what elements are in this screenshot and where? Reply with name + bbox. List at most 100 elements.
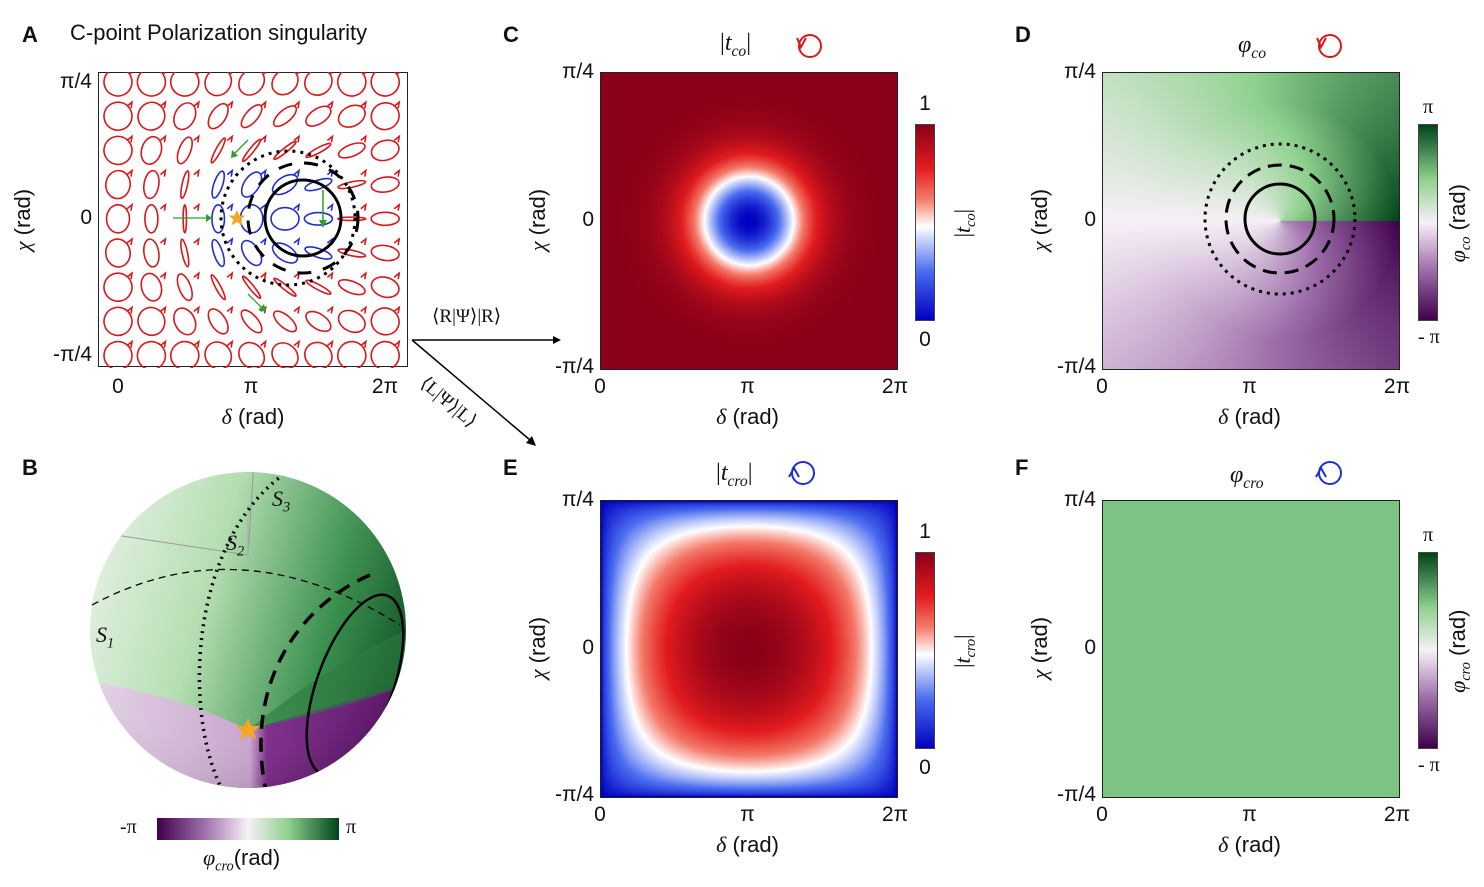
clockwise-circle-arrow-icon	[1316, 34, 1342, 58]
polarization-ellipse	[370, 339, 401, 368]
polarization-ellipse	[170, 72, 200, 97]
polarization-ellipse	[142, 168, 167, 200]
polarization-ellipse	[272, 100, 301, 128]
polarization-ellipse	[173, 305, 200, 336]
x-tick-label: 2π	[1383, 803, 1411, 826]
polarization-ellipse	[370, 72, 401, 97]
panel-d-colorbar	[1418, 124, 1438, 321]
y-tick-label: 0	[1084, 207, 1096, 231]
x-axis-label: δ (rad)	[716, 832, 779, 857]
y-tick-label: 0	[80, 206, 92, 229]
polarization-ellipse	[204, 72, 233, 97]
polarization-ellipse	[270, 202, 301, 231]
polarization-ellipse	[304, 339, 334, 368]
panel-letter-d: D	[1015, 22, 1031, 47]
x-tick-label: 0	[112, 375, 124, 398]
polarization-ellipse	[211, 237, 234, 268]
colorbar-label: φco (rad)	[1444, 184, 1475, 263]
c-point-star-icon	[235, 718, 261, 740]
polarization-ellipse	[337, 271, 367, 296]
polarization-ellipse	[238, 339, 267, 368]
x-tick-label: 2π	[1383, 375, 1411, 398]
counterclockwise-circle-arrow-icon	[788, 461, 815, 485]
polarization-ellipse	[140, 271, 167, 302]
colorbar-min: - π	[1418, 754, 1440, 776]
polarization-ellipse	[271, 339, 301, 368]
colorbar-max: π	[1422, 524, 1434, 546]
panel-d-contours	[1203, 142, 1357, 296]
polarization-ellipse	[305, 305, 334, 333]
y-tick-label: π/4	[1063, 60, 1096, 83]
transform-arrows	[411, 336, 561, 446]
y-axis-label: χ (rad)	[525, 188, 550, 251]
colorbar-label: |tco|	[949, 208, 980, 238]
y-axis-label: χ (rad)	[525, 616, 550, 679]
panel-c-heatmap	[600, 72, 898, 370]
polarization-ellipse	[176, 134, 200, 165]
x-axis-label: δ (rad)	[1218, 404, 1281, 429]
polarization-ellipse	[241, 271, 267, 300]
y-tick-label: π/4	[1063, 488, 1096, 511]
y-tick-label: -π/4	[1057, 355, 1096, 378]
axis-label-s3: S3	[272, 486, 291, 516]
c-point-star-icon	[228, 210, 246, 226]
panel-letter-e: E	[503, 455, 518, 480]
polarization-ellipse	[137, 305, 167, 337]
polarization-ellipse	[337, 237, 367, 258]
axis-label-s2: S2	[226, 530, 245, 560]
panel-a-polarization-map	[98, 72, 408, 368]
polarization-ellipse	[370, 168, 401, 194]
colorbar-min: - π	[1418, 326, 1440, 348]
polarization-ellipse	[370, 237, 401, 262]
colorbar-min: 0	[919, 756, 931, 779]
polarization-ellipse	[136, 339, 167, 368]
polarization-ellipse	[103, 100, 134, 132]
x-tick-label: π	[1242, 375, 1257, 398]
y-axis-label: χ (rad)	[1027, 188, 1052, 251]
colorbar-max: 1	[919, 92, 931, 115]
panel-letter-b: B	[22, 455, 38, 480]
x-tick-label: 2π	[881, 375, 909, 398]
polarization-ellipse	[304, 72, 333, 96]
panel-f-colorbar	[1418, 552, 1438, 749]
polarization-ellipse	[370, 100, 401, 131]
polarization-ellipse	[176, 271, 200, 302]
colorbar-min: 0	[919, 328, 931, 351]
y-axis-label: χ (rad)	[1027, 616, 1052, 679]
panel-a-title: C-point Polarization singularity	[70, 20, 368, 45]
y-tick-label: π/4	[561, 60, 594, 83]
y-axis-label: χ (rad)	[10, 188, 35, 251]
polarization-ellipse	[240, 168, 267, 198]
polarization-ellipse	[136, 72, 167, 97]
polarization-ellipse	[303, 202, 334, 226]
x-tick-label: 0	[594, 803, 606, 826]
x-tick-label: π	[1242, 803, 1257, 826]
polarization-ellipse	[105, 237, 134, 268]
clockwise-circle-arrow-icon	[796, 34, 822, 58]
projection-right-label: ⟨R|Ψ⟩|R⟩	[432, 306, 502, 327]
polarization-ellipse	[170, 339, 200, 368]
polarization-ellipse	[142, 237, 167, 268]
panel-c-colorbar	[915, 124, 935, 321]
counterclockwise-circle-arrow-icon	[1315, 461, 1342, 485]
polarization-ellipse	[103, 72, 133, 97]
polarization-ellipse	[337, 168, 367, 190]
polarization-ellipse	[173, 100, 200, 131]
y-tick-label: -π/4	[555, 783, 594, 806]
polarization-ellipse	[144, 202, 167, 234]
poincare-sphere	[90, 472, 406, 788]
y-tick-label: π/4	[59, 70, 92, 93]
polarization-ellipse	[103, 339, 134, 368]
x-tick-label: 2π	[881, 803, 909, 826]
polarization-ellipse	[370, 305, 401, 336]
y-tick-label: -π/4	[53, 343, 92, 366]
panel-b-colorbar	[157, 818, 339, 840]
colorbar-label: |tcro|	[949, 634, 980, 668]
polarization-ellipse	[337, 100, 367, 128]
x-tick-label: 0	[1096, 803, 1108, 826]
polarization-ellipse	[241, 134, 267, 163]
polarization-ellipse	[272, 305, 301, 333]
polarization-ellipse	[204, 339, 234, 368]
polarization-ellipse	[105, 202, 134, 234]
polarization-ellipse	[180, 168, 200, 200]
